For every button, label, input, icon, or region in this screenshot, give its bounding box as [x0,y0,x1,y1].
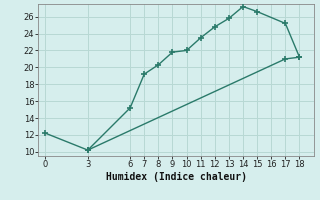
X-axis label: Humidex (Indice chaleur): Humidex (Indice chaleur) [106,172,246,182]
